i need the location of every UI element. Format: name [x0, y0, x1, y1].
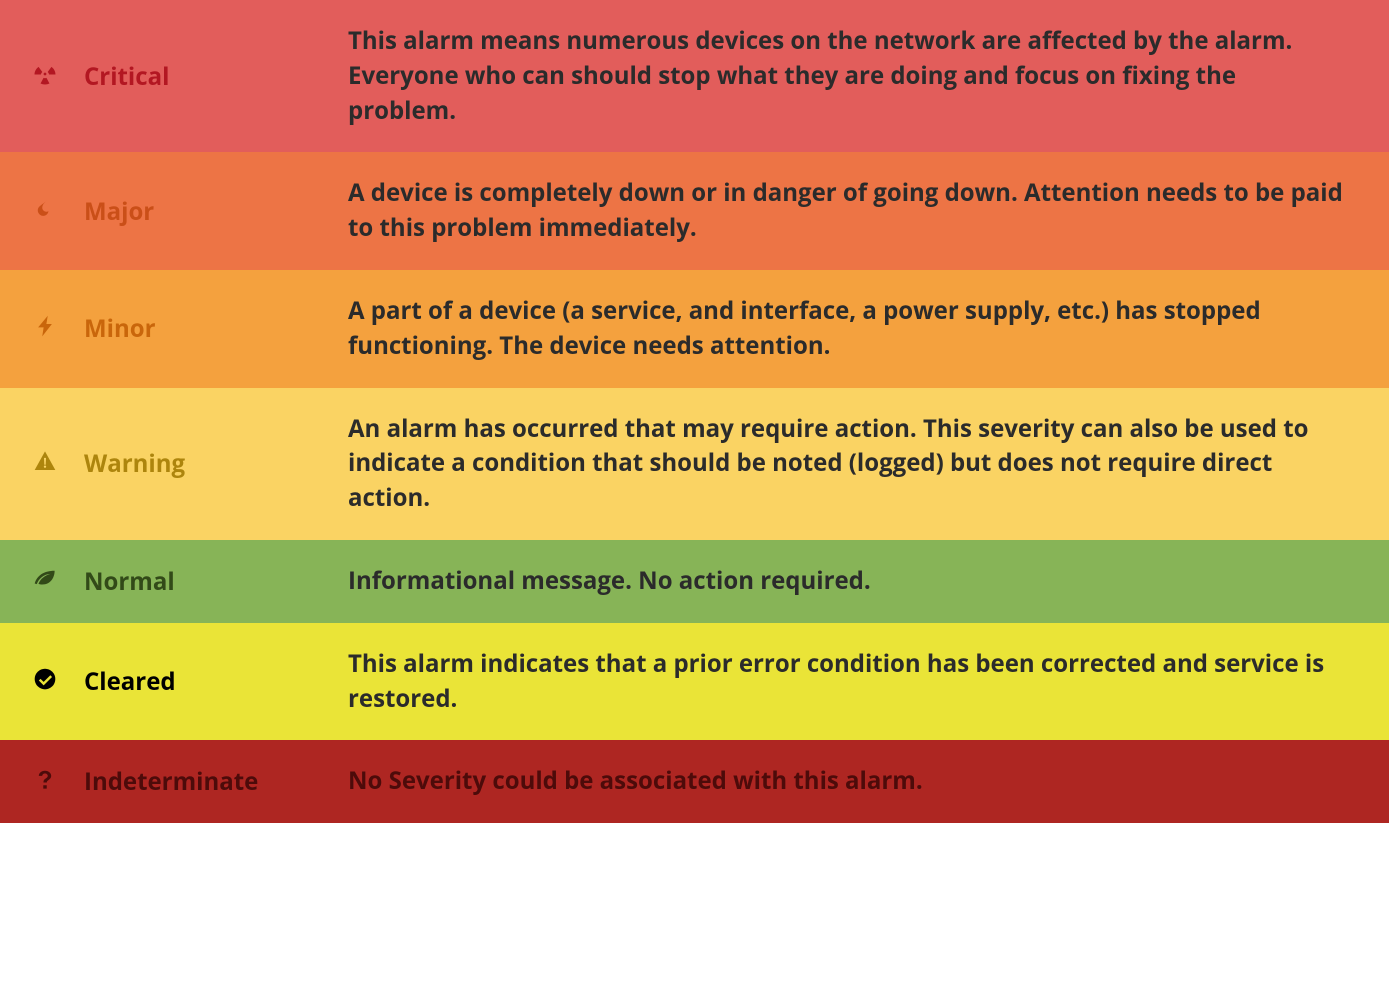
severity-description: Informational message. No action require…	[330, 540, 1389, 623]
severity-label: Cleared	[70, 623, 330, 741]
severity-label: Major	[70, 152, 330, 270]
severity-description: An alarm has occurred that may require a…	[330, 388, 1389, 540]
severity-description: This alarm means numerous devices on the…	[330, 0, 1389, 152]
icon-cell	[0, 540, 70, 623]
severity-row-critical: Critical This alarm means numerous devic…	[0, 0, 1389, 152]
severity-label: Minor	[70, 270, 330, 388]
severity-row-normal: Normal Informational message. No action …	[0, 540, 1389, 623]
severity-description: No Severity could be associated with thi…	[330, 740, 1389, 823]
radiation-icon	[34, 63, 56, 90]
icon-cell	[0, 388, 70, 540]
exclamation-triangle-icon	[34, 450, 56, 477]
check-circle-icon	[34, 668, 56, 695]
severity-table: Critical This alarm means numerous devic…	[0, 0, 1389, 823]
bolt-icon	[34, 315, 56, 342]
icon-cell	[0, 152, 70, 270]
severity-row-major: Major A device is completely down or in …	[0, 152, 1389, 270]
icon-cell	[0, 740, 70, 823]
icon-cell	[0, 270, 70, 388]
fire-icon	[34, 198, 56, 225]
severity-row-cleared: Cleared This alarm indicates that a prio…	[0, 623, 1389, 741]
leaf-icon	[34, 568, 56, 595]
severity-row-indeterminate: Indeterminate No Severity could be assoc…	[0, 740, 1389, 823]
icon-cell	[0, 623, 70, 741]
icon-cell	[0, 0, 70, 152]
severity-label: Warning	[70, 388, 330, 540]
severity-description: This alarm indicates that a prior error …	[330, 623, 1389, 741]
severity-label: Normal	[70, 540, 330, 623]
severity-row-warning: Warning An alarm has occurred that may r…	[0, 388, 1389, 540]
question-icon	[34, 768, 56, 795]
severity-row-minor: Minor A part of a device (a service, and…	[0, 270, 1389, 388]
severity-description: A device is completely down or in danger…	[330, 152, 1389, 270]
severity-label: Critical	[70, 0, 330, 152]
severity-label: Indeterminate	[70, 740, 330, 823]
severity-description: A part of a device (a service, and inter…	[330, 270, 1389, 388]
